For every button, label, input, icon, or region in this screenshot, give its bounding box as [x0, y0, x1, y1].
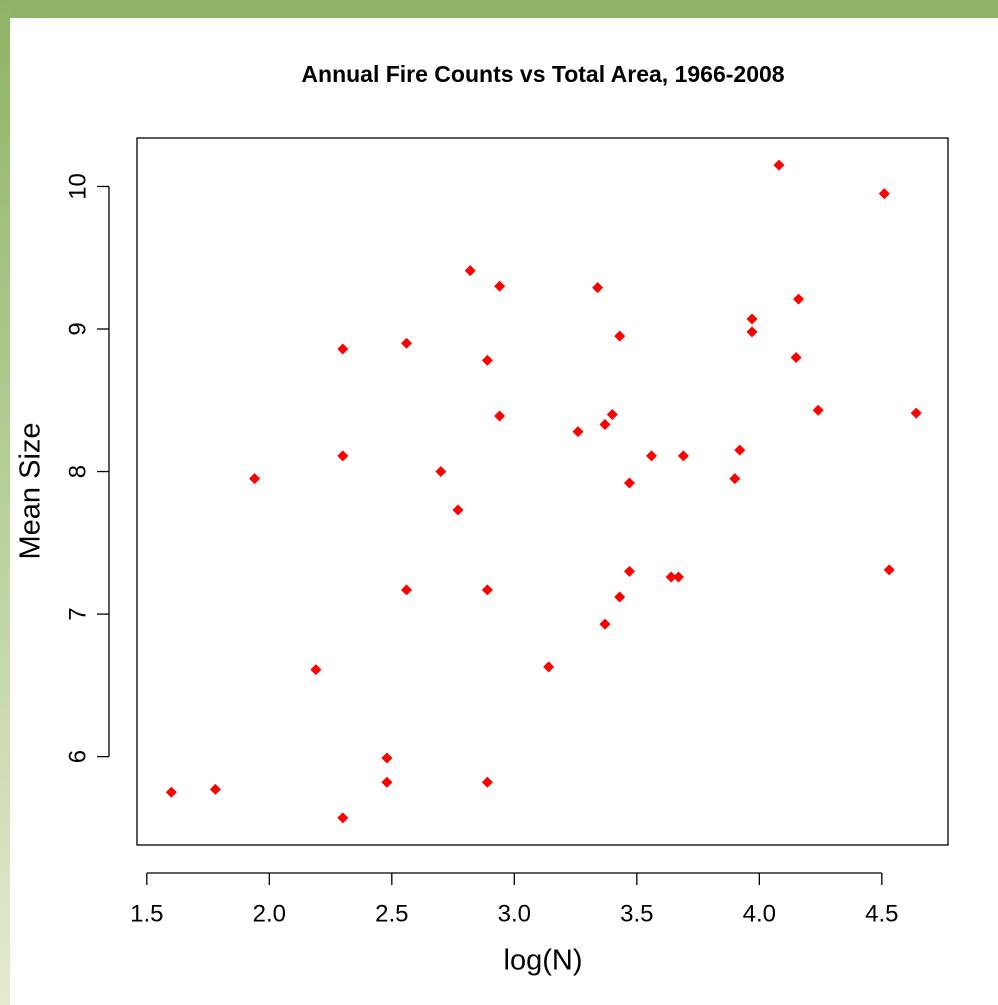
point	[481, 776, 493, 788]
y-tick-label: 8	[64, 465, 91, 478]
point	[793, 293, 805, 305]
point	[790, 352, 802, 364]
point	[646, 450, 658, 462]
point	[734, 444, 746, 456]
x-tick-label: 3.0	[498, 900, 531, 927]
plot-box	[136, 137, 949, 846]
point	[165, 786, 177, 798]
point	[381, 776, 393, 788]
point	[812, 404, 824, 416]
x-tick-label: 4.5	[865, 900, 898, 927]
point	[592, 282, 604, 294]
point	[746, 313, 758, 325]
point	[543, 661, 555, 673]
y-axis-label: Mean Size	[15, 422, 47, 559]
x-tick-label: 2.0	[253, 900, 286, 927]
point	[249, 473, 261, 485]
point	[672, 571, 684, 583]
top-border	[0, 0, 998, 18]
point	[452, 504, 464, 516]
x-tick-label: 3.5	[620, 900, 653, 927]
point	[729, 473, 741, 485]
left-border	[0, 0, 10, 1005]
point	[481, 354, 493, 366]
point	[209, 783, 221, 795]
point	[401, 584, 413, 596]
point	[623, 565, 635, 577]
point	[677, 450, 689, 462]
point	[623, 477, 635, 489]
point	[337, 812, 349, 824]
point	[381, 752, 393, 764]
y-tick-label: 7	[64, 607, 91, 620]
point	[494, 280, 506, 292]
x-tick-label: 4.0	[743, 900, 776, 927]
point	[337, 343, 349, 355]
point	[883, 564, 895, 576]
point	[337, 450, 349, 462]
point	[401, 337, 413, 349]
x-tick-label: 2.5	[375, 900, 408, 927]
point	[310, 664, 322, 676]
point	[665, 571, 677, 583]
point	[599, 618, 611, 630]
point	[910, 407, 922, 419]
chart-title: Annual Fire Counts vs Total Area, 1966-2…	[301, 61, 784, 87]
y-tick-label: 10	[64, 173, 91, 200]
point	[464, 265, 476, 277]
x-tick-label: 1.5	[130, 900, 163, 927]
point	[614, 330, 626, 342]
point	[572, 426, 584, 438]
point	[878, 188, 890, 200]
point	[614, 591, 626, 603]
point	[606, 409, 618, 421]
point	[599, 419, 611, 431]
y-tick-label: 9	[64, 322, 91, 335]
y-tick-label: 6	[64, 750, 91, 763]
point	[481, 584, 493, 596]
point	[435, 466, 447, 478]
point	[773, 159, 785, 171]
point	[746, 326, 758, 338]
point	[494, 410, 506, 422]
x-axis-label: log(N)	[504, 945, 583, 977]
